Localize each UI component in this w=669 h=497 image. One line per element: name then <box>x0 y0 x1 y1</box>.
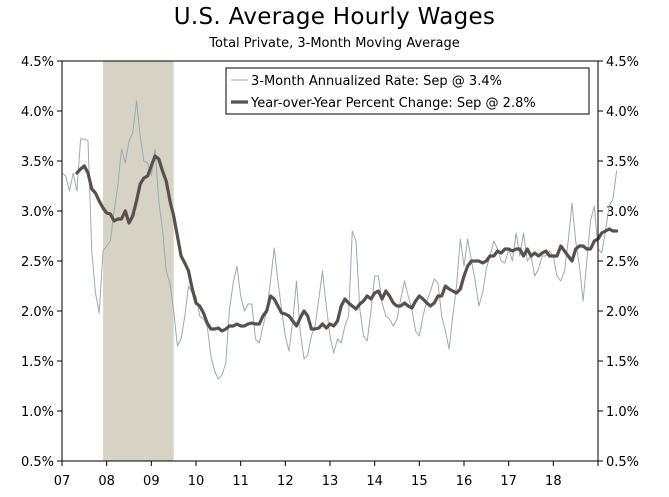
legend-label-thin: 3-Month Annualized Rate: Sep @ 3.4% <box>251 74 502 89</box>
y-tick-label-left: 1.0% <box>21 405 54 420</box>
y-tick-label-left: 2.5% <box>21 255 54 270</box>
x-tick-label: 07 <box>54 474 71 489</box>
y-tick-label-right: 2.0% <box>606 305 639 320</box>
y-tick-label-left: 0.5% <box>21 455 54 470</box>
x-tick-label: 11 <box>232 474 249 489</box>
y-tick-label-right: 1.5% <box>606 355 639 370</box>
x-axis: 07 08 09 10 11 12 13 14 15 16 17 18 <box>54 461 599 489</box>
x-tick-label: 09 <box>143 474 160 489</box>
y-tick-label-right: 4.5% <box>606 55 639 70</box>
legend-label-thick: Year-over-Year Percent Change: Sep @ 2.8… <box>250 96 536 111</box>
y-tick-label-right: 3.0% <box>606 205 639 220</box>
y-tick-label-right: 0.5% <box>606 455 639 470</box>
y-tick-label-left: 1.5% <box>21 355 54 370</box>
x-tick-label: 17 <box>500 474 517 489</box>
y-axis-left: 0.5% 1.0% 1.5% 2.0% 2.5% 3.0% 3.5% 4.0% 4.5% <box>21 55 62 470</box>
legend-box <box>225 67 590 115</box>
x-tick-label: 10 <box>188 474 205 489</box>
x-tick-label: 18 <box>545 474 562 489</box>
y-tick-label-left: 3.0% <box>21 205 54 220</box>
legend: 3-Month Annualized Rate: Sep @ 3.4% Year… <box>225 67 590 115</box>
x-tick-label: 15 <box>411 474 428 489</box>
chart-subtitle: Total Private, 3-Month Moving Average <box>209 36 460 51</box>
y-tick-label-right: 1.0% <box>606 405 639 420</box>
x-tick-label: 12 <box>277 474 294 489</box>
x-tick-label: 14 <box>366 474 383 489</box>
y-tick-label-left: 3.5% <box>21 155 54 170</box>
recession-band <box>103 61 174 461</box>
series-lines <box>61 100 619 380</box>
y-tick-label-left: 4.0% <box>21 105 54 120</box>
y-tick-label-right: 3.5% <box>606 155 639 170</box>
y-tick-label-right: 4.0% <box>606 105 639 120</box>
x-tick-label: 08 <box>98 474 115 489</box>
y-tick-label-left: 4.5% <box>21 55 54 70</box>
x-tick-label: 13 <box>322 474 339 489</box>
y-tick-label-left: 2.0% <box>21 305 54 320</box>
y-tick-label-right: 2.5% <box>606 255 639 270</box>
series-line-year-over-year <box>75 154 619 333</box>
chart-title: U.S. Average Hourly Wages <box>173 4 496 30</box>
y-axis-right: 0.5% 1.0% 1.5% 2.0% 2.5% 3.0% 3.5% 4.0% 4.5% <box>598 55 639 470</box>
series-line-3month-annualized <box>61 100 618 380</box>
plot-frame <box>61 60 599 462</box>
x-tick-label: 16 <box>456 474 473 489</box>
